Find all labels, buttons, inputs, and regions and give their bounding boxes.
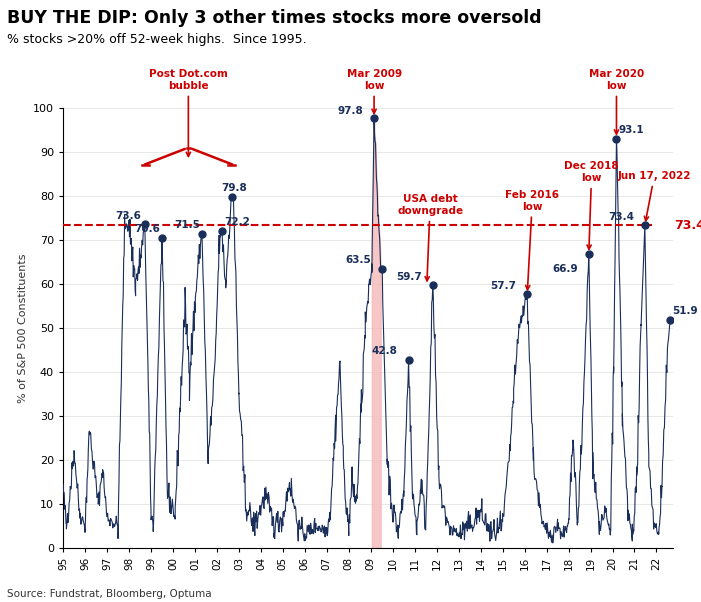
Text: 93.1: 93.1 [619, 125, 644, 135]
Point [139, 220, 151, 229]
Point [376, 264, 388, 273]
Text: USA debt
downgrade: USA debt downgrade [397, 194, 463, 281]
Point [156, 233, 168, 243]
Text: 51.9: 51.9 [672, 306, 697, 316]
Point [427, 281, 438, 290]
Text: 73.4: 73.4 [608, 212, 634, 222]
Text: Feb 2016
low: Feb 2016 low [505, 190, 559, 290]
Y-axis label: % of S&P 500 Constituents: % of S&P 500 Constituents [18, 253, 27, 403]
Text: Jun 17, 2022: Jun 17, 2022 [618, 171, 691, 221]
Point [611, 134, 622, 143]
Point [522, 290, 533, 299]
Text: 73.6: 73.6 [116, 211, 142, 221]
Point [369, 113, 380, 123]
Text: 71.5: 71.5 [174, 220, 200, 230]
Text: 70.6: 70.6 [134, 224, 160, 234]
Text: 42.8: 42.8 [372, 346, 397, 356]
Point [583, 249, 594, 259]
Text: 63.5: 63.5 [345, 255, 371, 265]
Text: 79.8: 79.8 [222, 183, 247, 193]
Text: Source: Fundstrat, Bloomberg, Optuma: Source: Fundstrat, Bloomberg, Optuma [7, 589, 212, 599]
Text: % stocks >20% off 52-week highs.  Since 1995.: % stocks >20% off 52-week highs. Since 1… [7, 33, 306, 46]
Text: Post Dot.com
bubble: Post Dot.com bubble [149, 69, 228, 157]
Text: Mar 2020
low: Mar 2020 low [589, 69, 644, 134]
Point [665, 315, 676, 324]
Point [226, 192, 238, 202]
Text: BUY THE DIP: Only 3 other times stocks more oversold: BUY THE DIP: Only 3 other times stocks m… [7, 9, 542, 27]
Text: Mar 2009
low: Mar 2009 low [346, 69, 402, 113]
Point [216, 226, 227, 235]
Text: 66.9: 66.9 [552, 264, 578, 273]
Text: Dec 2018
low: Dec 2018 low [564, 161, 619, 249]
Point [403, 355, 414, 365]
Text: 72.2: 72.2 [224, 217, 250, 227]
Text: 73.4%: 73.4% [674, 219, 701, 232]
Point [639, 220, 651, 230]
Text: 59.7: 59.7 [396, 272, 422, 282]
Text: 97.8: 97.8 [337, 106, 363, 116]
Point [196, 229, 207, 238]
Text: 57.7: 57.7 [490, 281, 516, 291]
